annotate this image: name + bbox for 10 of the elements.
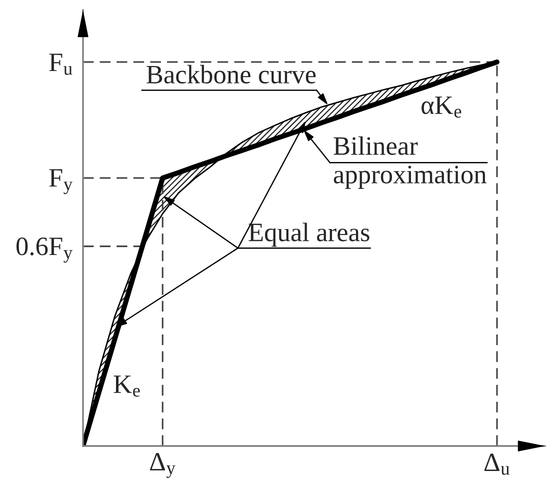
ref-line-label: 0.6F$_{y}$ bbox=[16, 237, 73, 263]
annotation: αK$_{e}$ bbox=[422, 96, 462, 118]
x-tick-label: Δ$_{u}$ bbox=[484, 454, 510, 475]
annotation: K$_{e}$ bbox=[114, 376, 140, 397]
x-tick-label: Δ$_{y}$ bbox=[150, 452, 176, 478]
ref-line-label: F$_{y}$ bbox=[49, 169, 73, 194]
annotation: Backbone curve bbox=[146, 64, 316, 84]
annotation: Bilinear approximation bbox=[334, 136, 486, 189]
ref-line-label: F$_{u}$ bbox=[49, 54, 72, 75]
annotation: Equal areas bbox=[248, 222, 370, 247]
